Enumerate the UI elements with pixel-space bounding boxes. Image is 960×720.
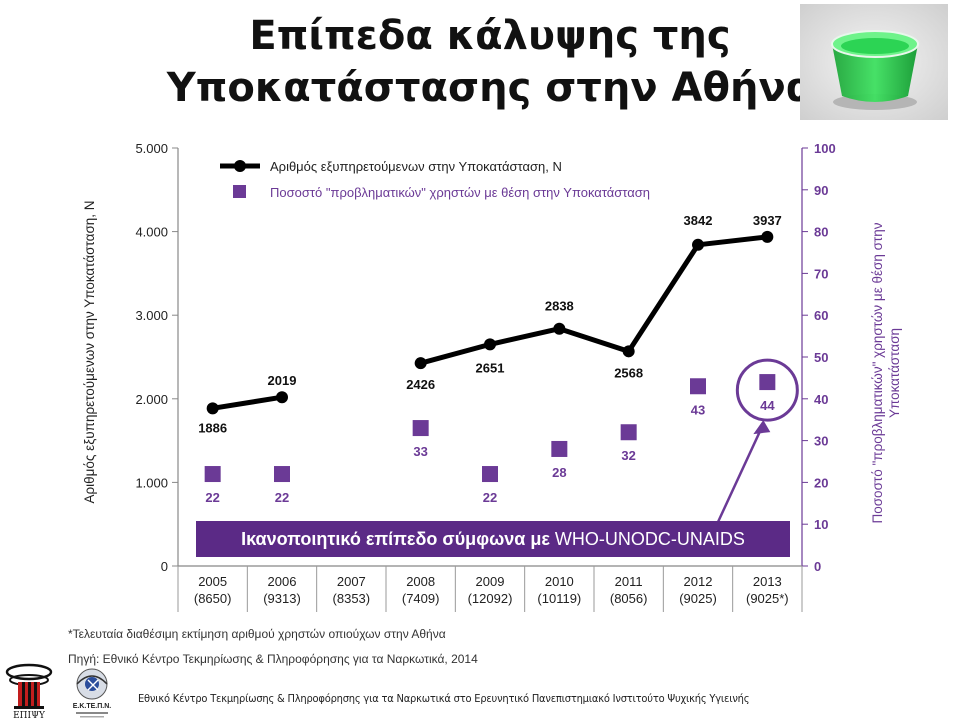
x-tick-label-year: 2011 — [615, 574, 643, 589]
x-tick-label-count: (8056) — [610, 591, 648, 606]
line-data-label: 2426 — [406, 377, 435, 392]
line-data-label: 1886 — [198, 420, 227, 435]
x-tick-label-count: (8353) — [333, 591, 371, 606]
legend-label-patients: Αριθμός εξυπηρετούμενων στην Υποκατάστασ… — [270, 159, 562, 174]
who-target-banner: Ικανοποιητικό επίπεδο σύμφωνα με WHO-UNO… — [196, 521, 790, 557]
left-tick-label: 1.000 — [135, 475, 168, 490]
line-point — [484, 338, 496, 351]
square-data-label: 22 — [483, 490, 497, 505]
square-point — [759, 374, 776, 391]
right-axis-title-line: Υποκατάσταση — [887, 328, 902, 418]
right-tick-label: 70 — [814, 266, 828, 281]
series-line-patients — [212, 394, 283, 411]
x-tick-label-count: (8650) — [194, 591, 232, 606]
right-axis-title-line: Ποσοστό "προβληματικών" χρηστών με θέση … — [870, 222, 885, 523]
methadone-cup-photo — [800, 4, 948, 120]
x-tick-label-year: 2012 — [684, 574, 713, 589]
line-point — [276, 391, 288, 404]
square-data-label: 22 — [205, 490, 219, 505]
x-tick-label-year: 2013 — [753, 574, 782, 589]
line-point — [761, 230, 774, 243]
line-data-label: 2019 — [268, 373, 297, 388]
highlight-arrow-head — [753, 420, 771, 435]
x-tick-label-count: (9025*) — [746, 591, 789, 606]
square-point — [274, 466, 290, 483]
right-axis-title: Ποσοστό "προβληματικών" χρηστών με θέση … — [870, 222, 902, 523]
line-point — [414, 357, 427, 370]
square-point — [620, 424, 637, 441]
left-tick-label: 3.000 — [135, 308, 168, 323]
line-data-label: 3937 — [753, 213, 782, 228]
x-tick-label-year: 2005 — [198, 574, 227, 589]
footnote-estimate: *Τελευταία διαθέσιμη εκτίμηση αριθμού χρ… — [68, 627, 446, 641]
epipsy-logo: ΕΠΙΨΥ — [5, 663, 53, 720]
right-tick-label: 50 — [814, 350, 828, 365]
banner-normal-text: WHO-UNODC-UNAIDS — [554, 529, 745, 549]
right-tick-label: 90 — [814, 183, 828, 198]
square-point — [482, 466, 498, 483]
page-title: Επίπεδα κάλυψης της Υποκατάστασης στην Α… — [140, 10, 840, 114]
right-tick-label: 30 — [814, 434, 828, 449]
square-data-label: 32 — [621, 448, 635, 463]
x-tick-label-year: 2006 — [268, 574, 297, 589]
x-tick-label-count: (7409) — [402, 591, 440, 606]
title-line-2: Υποκατάστασης στην Αθήνα — [166, 65, 814, 111]
square-data-label: 28 — [552, 465, 566, 480]
line-point — [692, 238, 704, 251]
right-tick-label: 40 — [814, 392, 828, 407]
highlight-circle — [735, 358, 799, 422]
line-point — [622, 345, 635, 358]
right-tick-label: 100 — [814, 141, 836, 156]
square-point — [204, 466, 221, 483]
square-data-label: 44 — [760, 398, 775, 413]
square-point — [690, 378, 706, 395]
series-line-patients — [420, 234, 768, 366]
left-tick-label: 2.000 — [135, 392, 168, 407]
square-data-label: 43 — [691, 402, 705, 417]
line-point — [206, 402, 219, 415]
x-tick-label-year: 2007 — [337, 574, 366, 589]
ektepn-logo-text: Ε.Κ.ΤΕ.Π.Ν. — [73, 703, 112, 710]
right-tick-label: 10 — [814, 517, 828, 532]
legend-label-percentage: Ποσοστό "προβληματικών" χρηστών με θέση … — [270, 185, 650, 200]
square-data-label: 33 — [413, 444, 427, 459]
legend-square-swatch — [233, 185, 246, 198]
epipsy-logo-text: ΕΠΙΨΥ — [13, 711, 46, 720]
line-data-label: 3842 — [684, 213, 713, 228]
line-data-label: 2838 — [545, 299, 574, 314]
line-data-label: 2651 — [476, 360, 505, 375]
ektepn-logo: Ε.Κ.ΤΕ.Π.Ν. — [73, 668, 112, 718]
square-data-label: 22 — [275, 490, 289, 505]
x-tick-label-year: 2009 — [476, 574, 505, 589]
square-point — [412, 420, 429, 437]
x-tick-label-count: (10119) — [537, 591, 581, 606]
right-tick-label: 60 — [814, 308, 828, 323]
banner-bold-text: Ικανοποιητικό επίπεδο σύμφωνα με — [241, 529, 555, 549]
left-tick-label: 0 — [161, 559, 168, 574]
right-tick-label: 0 — [814, 559, 821, 574]
square-point — [551, 440, 568, 457]
x-tick-label-year: 2010 — [545, 574, 574, 589]
legend-line-point — [234, 160, 246, 172]
x-tick-label-count: (9313) — [263, 591, 301, 606]
x-tick-label-count: (12092) — [468, 591, 513, 606]
institution-footer: Εθνικό Κέντρο Τεκμηρίωσης & Πληροφόρησης… — [138, 692, 750, 705]
footnote-source: Πηγή: Εθνικό Κέντρο Τεκμηρίωσης & Πληροφ… — [68, 652, 478, 666]
left-tick-label: 4.000 — [135, 225, 168, 240]
left-axis-title: Αριθμός εξυπηρετούμενων στην Υποκατάστασ… — [82, 200, 97, 503]
right-tick-label: 80 — [814, 225, 828, 240]
chart: 0 1.000 2.000 3.000 4.000 5.000 0 10 20 30 40 50 60 7… — [82, 141, 902, 612]
right-tick-label: 20 — [814, 475, 828, 490]
title-line-1: Επίπεδα κάλυψης της — [249, 13, 731, 59]
x-tick-label-year: 2008 — [406, 574, 435, 589]
line-point — [553, 322, 566, 335]
line-data-label: 2568 — [614, 365, 643, 380]
x-tick-label-count: (9025) — [679, 591, 717, 606]
left-tick-label: 5.000 — [135, 141, 168, 156]
highlight-arrow-shaft — [716, 423, 765, 523]
